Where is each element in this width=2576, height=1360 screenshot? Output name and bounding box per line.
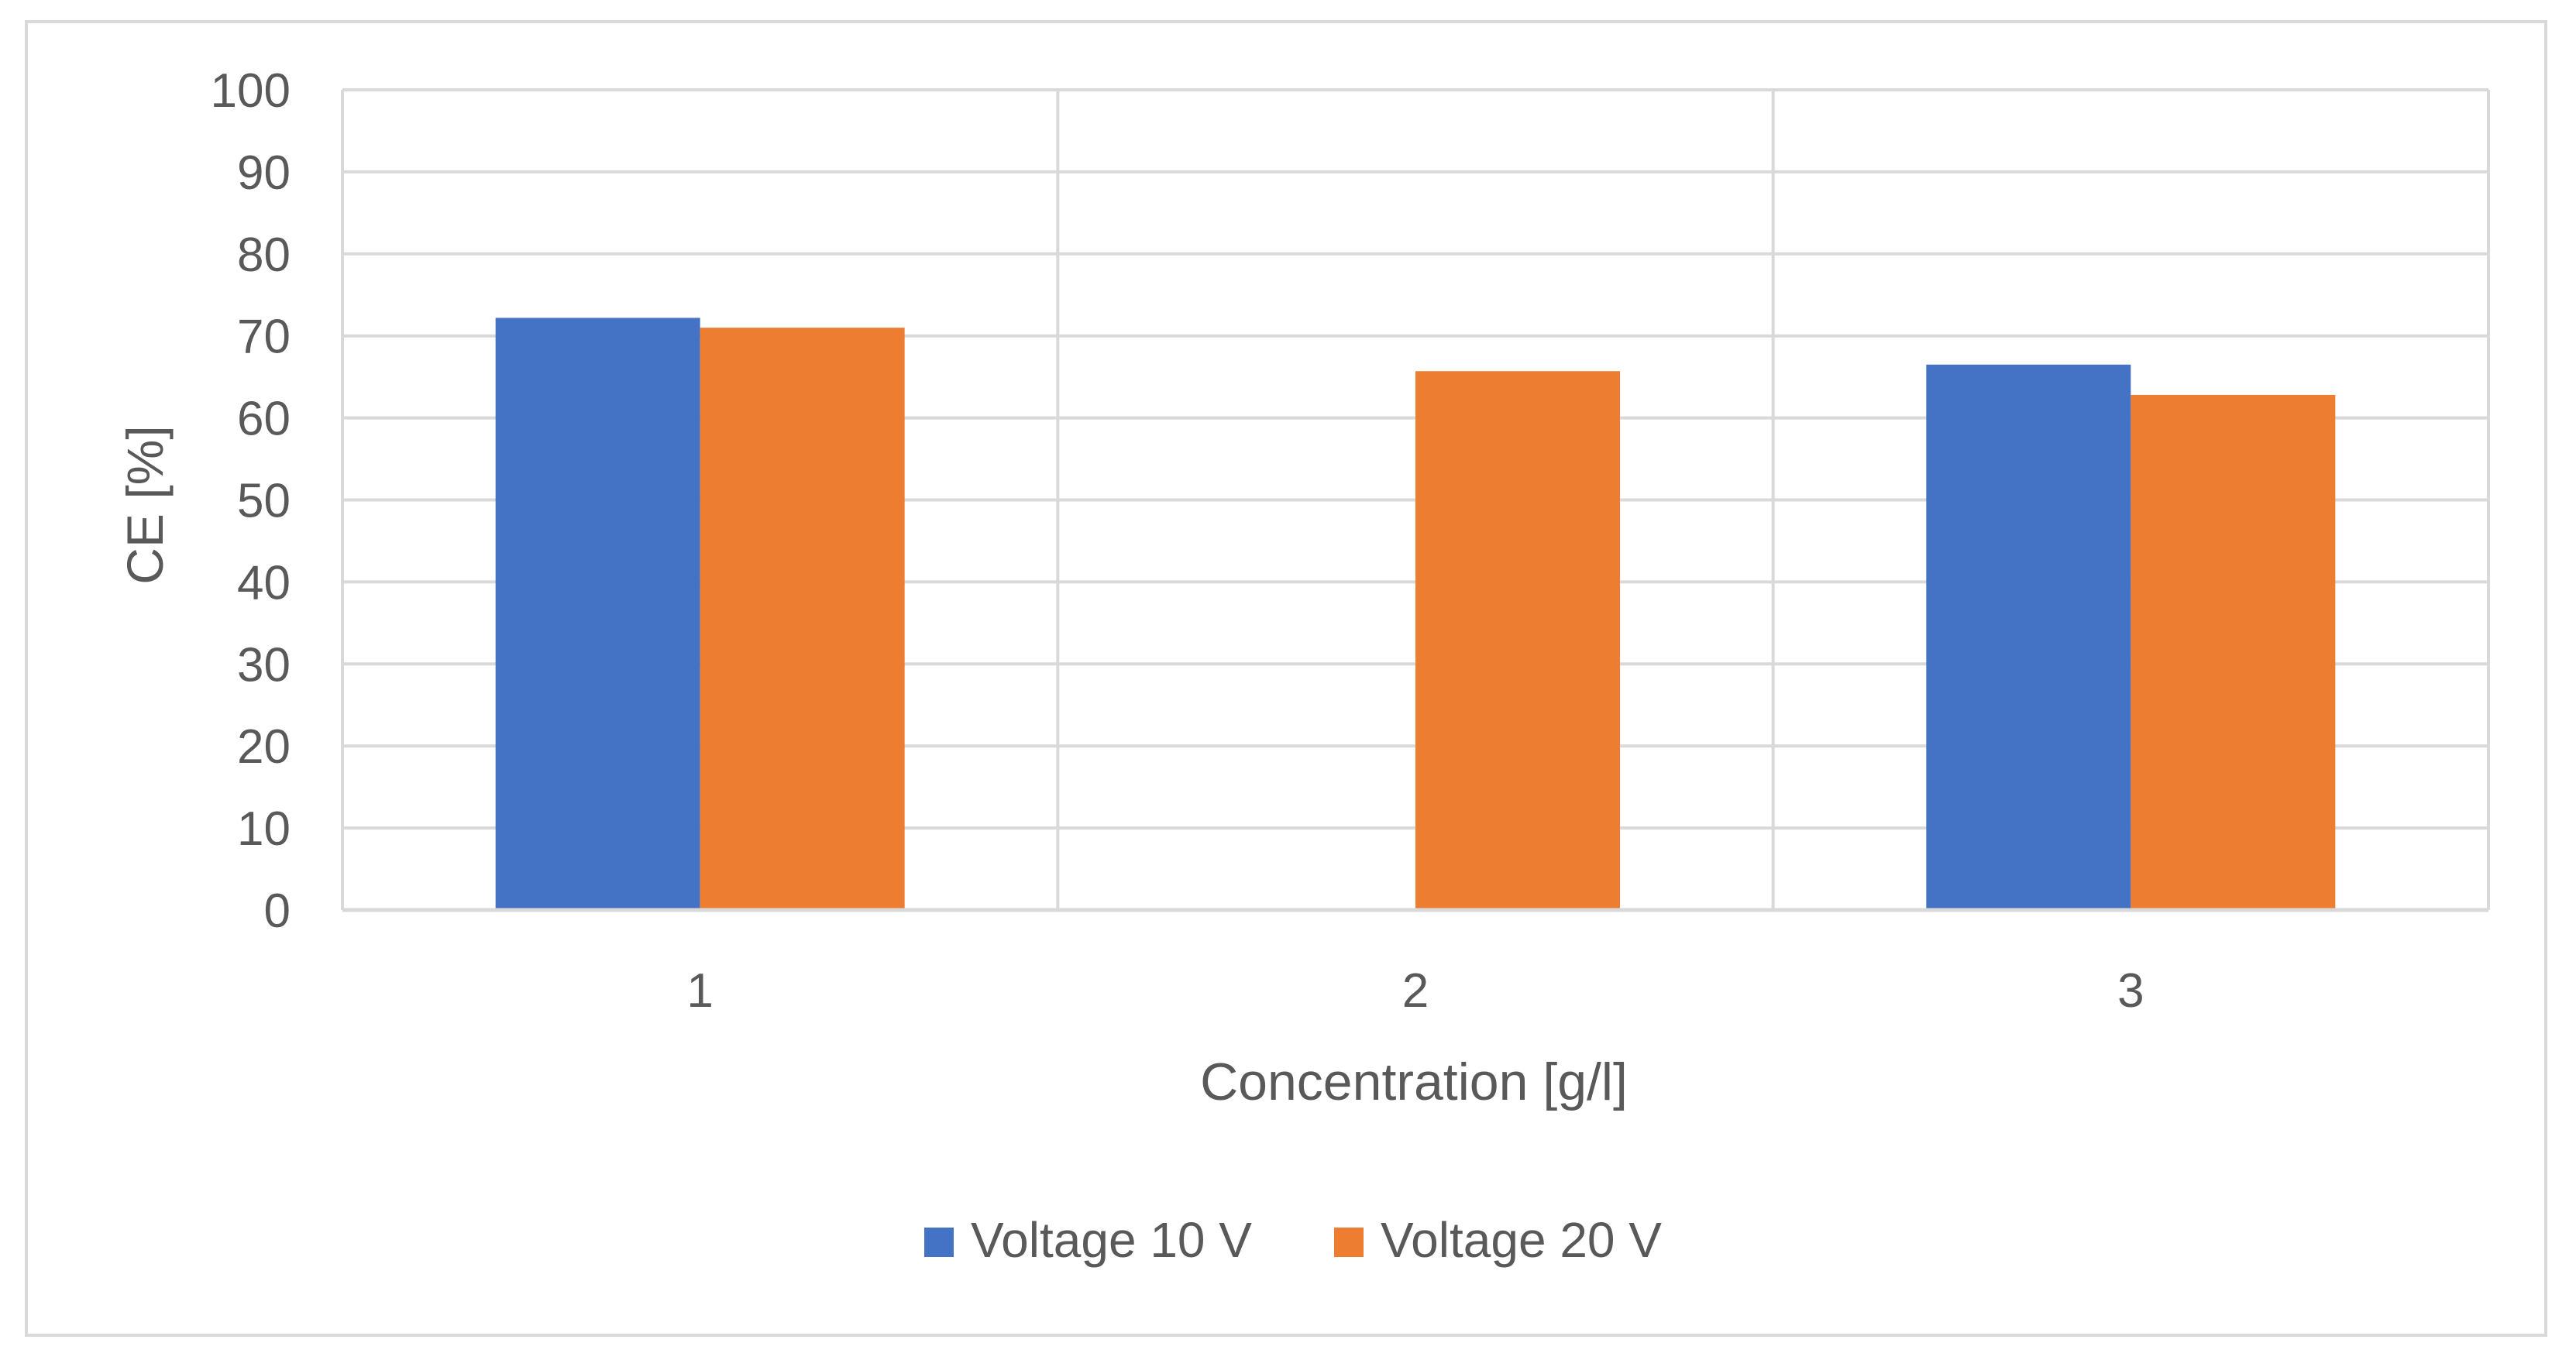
- y-tick-label: 50: [237, 475, 291, 528]
- legend: Voltage 10 V Voltage 20 V: [924, 1212, 1662, 1268]
- y-tick-label: 60: [237, 393, 291, 446]
- bar-voltage-20-v-cat-1: [700, 328, 905, 910]
- bar-voltage-20-v-cat-2: [1415, 371, 1620, 910]
- y-tick-label: 70: [237, 311, 291, 364]
- legend-swatch: [1334, 1228, 1364, 1257]
- x-tick-label: 1: [686, 964, 713, 1018]
- x-tick-labels: 1 2 3: [686, 964, 2144, 1018]
- y-axis-title: CE [%]: [116, 425, 174, 584]
- y-tick-label: 0: [264, 884, 291, 938]
- x-tick-label: 3: [2117, 964, 2144, 1018]
- y-tick-label: 80: [237, 228, 291, 282]
- bar-voltage-10-v-cat-3: [1926, 364, 2131, 910]
- y-tick-label: 40: [237, 556, 291, 610]
- x-axis-title: Concentration [g/l]: [1200, 1053, 1628, 1111]
- y-tick-label: 100: [211, 64, 291, 118]
- bar-voltage-10-v-cat-1: [495, 318, 700, 911]
- y-tick-label: 20: [237, 720, 291, 774]
- y-tick-label: 10: [237, 802, 291, 856]
- y-tick-label: 90: [237, 146, 291, 200]
- legend-label: Voltage 20 V: [1381, 1212, 1662, 1268]
- y-tick-label: 30: [237, 638, 291, 692]
- y-tick-labels: 0 10 20 30 40 50 60 70 80 90 100: [211, 64, 291, 938]
- legend-label: Voltage 10 V: [971, 1212, 1252, 1268]
- bar-voltage-20-v-cat-3: [2131, 394, 2336, 910]
- legend-swatch: [924, 1228, 954, 1257]
- bars: [495, 318, 2336, 911]
- x-tick-label: 2: [1402, 964, 1429, 1018]
